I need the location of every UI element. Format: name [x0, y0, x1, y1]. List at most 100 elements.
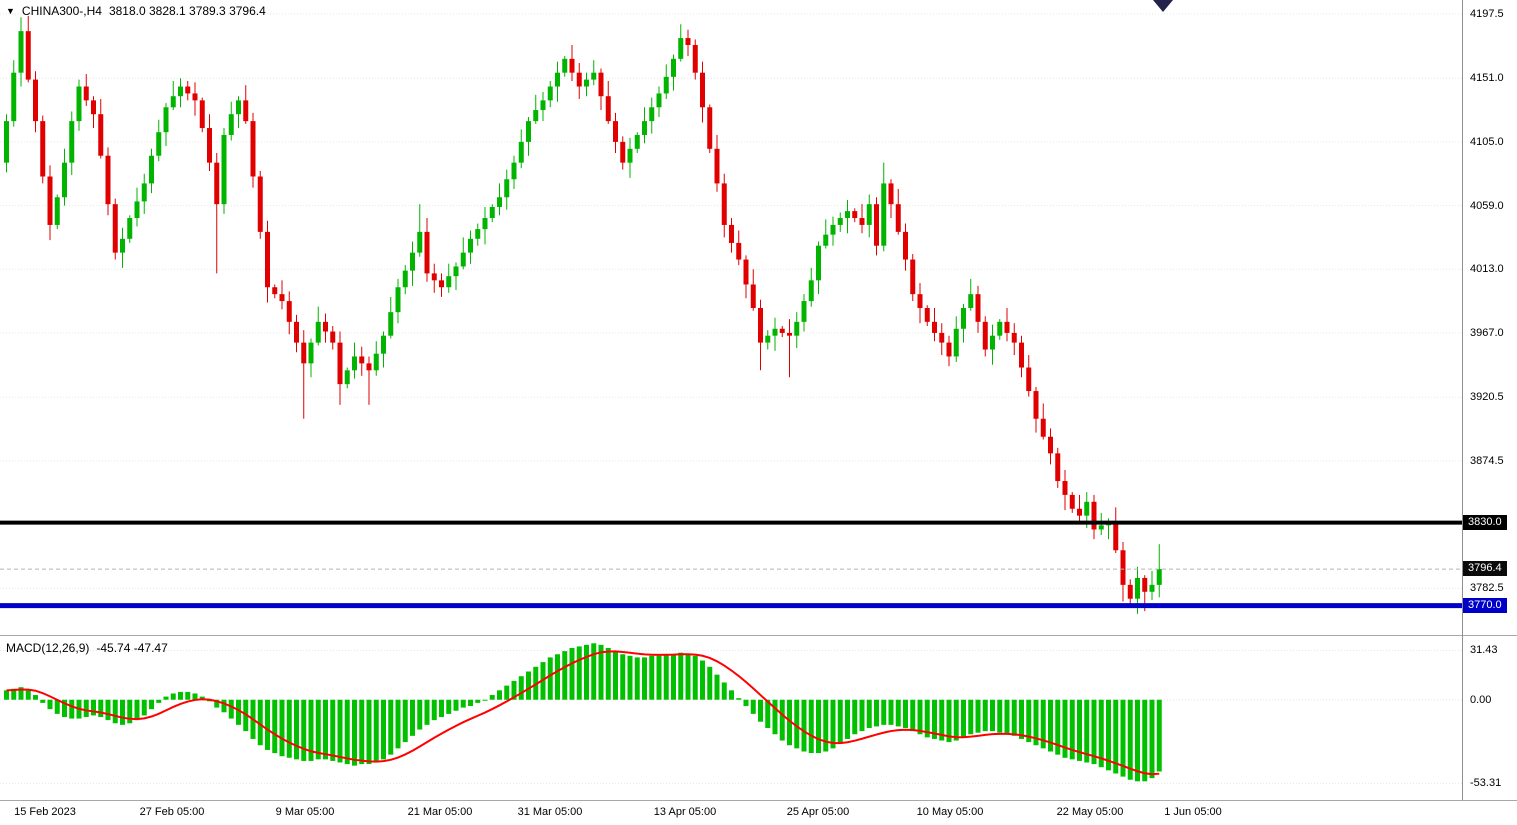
macd-histogram-bar	[141, 699, 147, 716]
macd-histogram-bar	[866, 699, 872, 728]
macd-histogram-bar	[83, 699, 89, 717]
candle-down	[250, 121, 256, 177]
candle-down	[779, 328, 785, 333]
macd-histogram-bar	[837, 699, 843, 744]
candle-down	[758, 308, 763, 343]
macd-histogram-bar	[562, 651, 568, 700]
candle-down	[598, 72, 604, 97]
macd-histogram-bar	[402, 699, 408, 743]
candle-up	[178, 86, 183, 97]
candle-down	[424, 231, 430, 274]
macd-histogram-bar	[330, 699, 336, 761]
macd-tick-label: 31.43	[1470, 644, 1498, 657]
resistance-hline-price-tag: 3830.0	[1463, 514, 1507, 530]
macd-histogram-bar	[779, 699, 785, 741]
candle-down	[330, 331, 336, 343]
macd-histogram-bar	[961, 699, 966, 738]
macd-histogram-bar	[272, 699, 278, 754]
candle-up	[526, 121, 531, 142]
macd-histogram-bar	[816, 699, 821, 754]
candle-down	[569, 58, 575, 73]
time-axis-label: 9 Mar 05:00	[275, 806, 335, 818]
macd-histogram-bar	[301, 699, 307, 761]
candle-down	[1091, 501, 1097, 530]
macd-histogram-bar	[453, 699, 459, 711]
macd-histogram-bar	[424, 699, 430, 725]
candle-up	[11, 72, 17, 122]
candle-up	[968, 294, 974, 309]
pane-separator[interactable]	[0, 635, 1517, 636]
macd-histogram-bar	[359, 699, 365, 765]
candle-down	[700, 72, 705, 108]
candle-up	[236, 100, 241, 115]
macd-histogram-bar	[692, 655, 698, 700]
candle-down	[750, 284, 756, 309]
candle-down	[359, 356, 365, 364]
candle-up	[555, 72, 560, 87]
macd-histogram-bar	[903, 699, 908, 728]
candle-up	[845, 211, 850, 219]
ohlc-values: 3818.0 3828.1 3789.3 3796.4	[108, 4, 266, 18]
price-tick-label: 4105.0	[1470, 135, 1504, 148]
macd-histogram-bar	[54, 699, 60, 714]
candle-up	[134, 201, 140, 219]
macd-histogram-bar	[874, 699, 879, 727]
macd-histogram-bar	[1055, 699, 1061, 755]
chart-shift-marker-icon[interactable]	[1153, 0, 1173, 12]
macd-histogram-bar	[163, 696, 169, 700]
macd-histogram-bar	[337, 699, 343, 763]
candlestick-pane[interactable]	[0, 0, 1462, 634]
price-axis[interactable]: 3830.0 3796.4 3770.0 4197.5 4151.0 4105.0 4059…	[1462, 0, 1517, 800]
bid-price-line-price-tag: 3796.4	[1463, 561, 1507, 577]
candle-down	[301, 342, 307, 364]
candle-down	[729, 224, 734, 243]
symbol-marker-icon[interactable]: ▼	[6, 6, 15, 16]
candle-up	[765, 335, 771, 343]
price-tick-label: 4151.0	[1470, 72, 1504, 85]
macd-histogram-bar	[932, 699, 937, 739]
macd-histogram-bar	[468, 699, 473, 707]
candle-up	[961, 308, 966, 329]
macd-histogram-bar	[25, 690, 31, 700]
candle-up	[671, 58, 676, 77]
candle-up	[127, 218, 133, 239]
candle-down	[1142, 577, 1148, 592]
macd-pane[interactable]	[0, 637, 1462, 797]
macd-histogram-bar	[569, 647, 575, 700]
macd-histogram-bar	[497, 690, 502, 700]
macd-histogram-bar	[446, 699, 452, 714]
candle-down	[105, 155, 111, 205]
candle-down	[265, 231, 270, 288]
candle-up	[540, 100, 546, 111]
candle-down	[1011, 332, 1017, 343]
candle-up	[823, 234, 829, 246]
macd-values: -45.74 -47.47	[96, 641, 168, 655]
macd-indicator-label: MACD(12,26,9) -45.74 -47.47	[6, 641, 168, 655]
price-tick-label: 4197.5	[1470, 7, 1504, 20]
candle-down	[852, 211, 858, 219]
macd-histogram-bar	[98, 699, 104, 717]
candle-down	[286, 301, 292, 322]
candle-down	[736, 242, 742, 260]
candle-down	[25, 31, 31, 80]
macd-histogram-bar	[750, 699, 756, 714]
time-axis-label: 21 Mar 05:00	[407, 806, 473, 818]
candle-down	[1055, 453, 1061, 482]
candle-up	[221, 134, 227, 205]
candle-down	[714, 148, 720, 184]
candle-down	[199, 100, 205, 129]
macd-histogram-bar	[808, 699, 814, 754]
macd-histogram-bar	[199, 696, 205, 700]
candle-up	[453, 266, 459, 277]
candle-down	[576, 72, 582, 87]
macd-histogram-bar	[482, 699, 488, 701]
macd-histogram-bar	[620, 654, 626, 700]
time-axis[interactable]: 15 Feb 2023 27 Feb 05:00 9 Mar 05:00 21 Mar…	[0, 803, 1462, 825]
candle-up	[497, 197, 502, 207]
candle-up	[402, 270, 408, 288]
candle-down	[1048, 436, 1053, 454]
macd-histogram-bar	[939, 699, 945, 741]
time-axis-label: 15 Feb 2023	[14, 806, 76, 818]
macd-histogram-bar	[721, 682, 727, 700]
macd-histogram-bar	[511, 680, 517, 700]
